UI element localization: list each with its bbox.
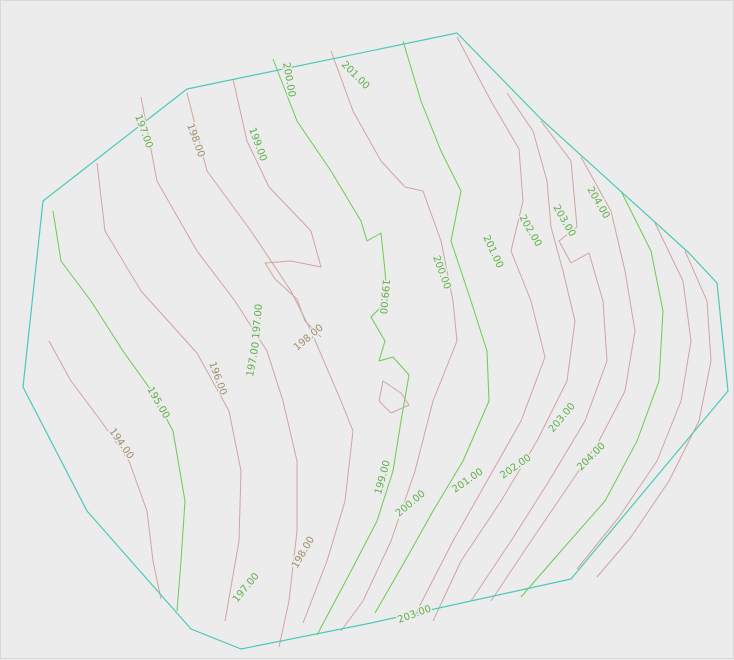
- minor-contour-line: [416, 36, 546, 612]
- contour-label: 199.00: [377, 279, 391, 315]
- contour-label: 195.00: [144, 385, 171, 421]
- contour-label: 197.00: [132, 113, 154, 150]
- contour-label: 201.00: [480, 234, 505, 270]
- contour-label: 203.00: [547, 401, 578, 435]
- contour-label: 197.00: [245, 341, 262, 377]
- contour-label: 204.00: [575, 441, 608, 474]
- minor-contour-line: [330, 50, 458, 632]
- minor-contour-line: [470, 120, 608, 602]
- contour-label: 198.00: [184, 122, 206, 159]
- minor-contour-line: [48, 340, 162, 600]
- contour-label: 200.00: [430, 254, 452, 291]
- contour-label: 194.00: [107, 426, 136, 461]
- contour-label: 196.00: [206, 360, 228, 397]
- contour-label: 197.00: [231, 571, 262, 605]
- contour-label: 199.00: [373, 459, 393, 496]
- contour-label: 200.00: [394, 488, 428, 519]
- minor-contour-line: [490, 156, 636, 602]
- contour-label: 203.00: [396, 604, 433, 626]
- contour-label: 204.00: [584, 185, 611, 221]
- contour-lines: [48, 36, 712, 648]
- minor-contour-line: [96, 162, 242, 622]
- survey-boundary: [22, 32, 729, 650]
- minor-contour-line: [432, 92, 576, 622]
- minor-contour-line: [576, 222, 692, 570]
- contour-label: 197.00: [251, 303, 265, 339]
- major-contour-line: [520, 190, 664, 598]
- contour-label: 199.00: [246, 126, 268, 163]
- minor-contour-line: [232, 78, 322, 338]
- contour-label: 203.00: [550, 203, 577, 239]
- minor-contour-line: [186, 92, 354, 624]
- major-contour-line: [374, 40, 490, 614]
- major-contour-line: [272, 58, 410, 636]
- contour-label: 202.00: [516, 213, 543, 249]
- major-contour-line: [52, 210, 186, 612]
- minor-contour-line: [596, 250, 712, 578]
- contour-label: 201.00: [450, 466, 485, 495]
- minor-contour-line: [140, 96, 298, 648]
- minor-contour-line: [378, 380, 410, 414]
